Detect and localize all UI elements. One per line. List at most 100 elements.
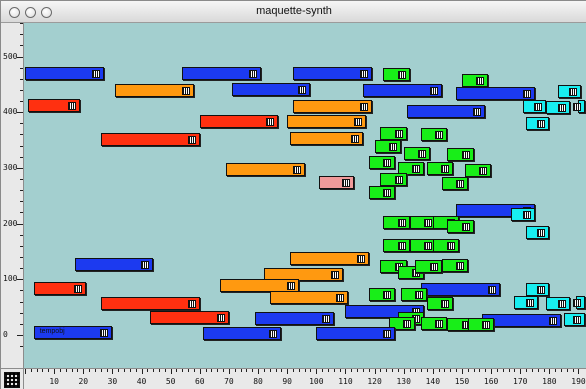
maquette-box-blue[interactable]: tempobj bbox=[33, 326, 113, 340]
box-handle-icon[interactable] bbox=[350, 135, 359, 144]
maquette-box-cyan[interactable] bbox=[572, 295, 585, 309]
box-handle-icon[interactable] bbox=[569, 88, 578, 97]
maquette-box-green[interactable] bbox=[461, 73, 489, 87]
box-handle-icon[interactable] bbox=[382, 330, 391, 339]
maquette-box-orange[interactable] bbox=[287, 114, 366, 128]
maquette-box-red[interactable] bbox=[150, 311, 229, 325]
box-handle-icon[interactable] bbox=[557, 299, 566, 308]
maquette-box-blue[interactable] bbox=[74, 257, 154, 271]
close-button[interactable] bbox=[9, 7, 20, 18]
maquette-box-green[interactable] bbox=[383, 216, 410, 230]
maquette-box-green[interactable] bbox=[441, 258, 468, 272]
maquette-box-green[interactable] bbox=[368, 287, 395, 301]
maquette-box-blue[interactable] bbox=[316, 327, 395, 341]
maquette-box-cyan[interactable] bbox=[563, 313, 585, 327]
grid-icon[interactable] bbox=[4, 372, 20, 388]
maquette-box-green[interactable] bbox=[441, 177, 468, 191]
maquette-box-red[interactable] bbox=[100, 297, 200, 311]
box-handle-icon[interactable] bbox=[429, 86, 438, 95]
maquette-box-blue[interactable] bbox=[231, 82, 311, 96]
box-handle-icon[interactable] bbox=[455, 261, 464, 270]
maquette-box-orange[interactable] bbox=[269, 291, 349, 305]
maquette-box-blue[interactable] bbox=[362, 83, 442, 97]
maquette-box-blue[interactable] bbox=[421, 283, 500, 297]
box-handle-icon[interactable] bbox=[187, 300, 196, 309]
box-handle-icon[interactable] bbox=[388, 143, 397, 152]
box-handle-icon[interactable] bbox=[557, 103, 566, 112]
maquette-box-green[interactable] bbox=[380, 126, 407, 140]
box-handle-icon[interactable] bbox=[286, 282, 295, 291]
maquette-box-cyan[interactable] bbox=[511, 208, 535, 222]
maquette-box-blue[interactable] bbox=[482, 313, 561, 327]
box-handle-icon[interactable] bbox=[525, 298, 534, 307]
maquette-box-orange[interactable] bbox=[292, 100, 372, 114]
box-handle-icon[interactable] bbox=[412, 164, 421, 173]
maquette-box-cyan[interactable] bbox=[526, 282, 550, 296]
box-handle-icon[interactable] bbox=[572, 103, 581, 112]
box-handle-icon[interactable] bbox=[476, 76, 485, 85]
maquette-box-orange[interactable] bbox=[225, 163, 305, 176]
box-handle-icon[interactable] bbox=[414, 291, 423, 300]
maquette-box-cyan[interactable] bbox=[526, 117, 550, 131]
box-handle-icon[interactable] bbox=[397, 241, 406, 250]
box-handle-icon[interactable] bbox=[397, 71, 406, 80]
box-handle-icon[interactable] bbox=[403, 319, 412, 328]
maquette-box-orange[interactable] bbox=[263, 268, 343, 282]
maquette-box-red[interactable] bbox=[199, 114, 279, 128]
box-handle-icon[interactable] bbox=[359, 103, 368, 112]
box-handle-icon[interactable] bbox=[74, 285, 83, 294]
maquette-box-cyan[interactable] bbox=[572, 100, 585, 114]
maquette-box-orange[interactable] bbox=[290, 252, 369, 266]
box-handle-icon[interactable] bbox=[435, 319, 444, 328]
box-handle-icon[interactable] bbox=[269, 330, 278, 339]
box-handle-icon[interactable] bbox=[423, 241, 432, 250]
box-handle-icon[interactable] bbox=[141, 260, 150, 269]
maquette-box-green[interactable] bbox=[447, 219, 474, 233]
maquette-box-green[interactable] bbox=[447, 147, 474, 161]
box-handle-icon[interactable] bbox=[397, 219, 406, 228]
maquette-box-green[interactable] bbox=[467, 317, 494, 331]
maquette-box-green[interactable] bbox=[426, 297, 454, 311]
maquette-box-blue[interactable] bbox=[202, 327, 282, 341]
maquette-box-blue[interactable] bbox=[292, 67, 372, 81]
maquette-box-blue[interactable] bbox=[255, 312, 334, 326]
box-handle-icon[interactable] bbox=[394, 129, 403, 138]
box-handle-icon[interactable] bbox=[100, 329, 109, 338]
maquette-box-cyan[interactable] bbox=[526, 225, 550, 239]
maquette-box-green[interactable] bbox=[368, 156, 395, 170]
box-handle-icon[interactable] bbox=[382, 290, 391, 299]
vertical-ruler[interactable]: 0 100 200 300 400 500 bbox=[1, 23, 24, 368]
box-handle-icon[interactable] bbox=[461, 150, 470, 159]
maquette-box-green[interactable] bbox=[421, 316, 448, 330]
box-handle-icon[interactable] bbox=[91, 70, 100, 79]
maquette-box-green[interactable] bbox=[368, 186, 395, 200]
maquette-box-red[interactable] bbox=[33, 282, 87, 296]
maquette-box-orange[interactable] bbox=[220, 279, 299, 293]
box-handle-icon[interactable] bbox=[336, 294, 345, 303]
box-handle-icon[interactable] bbox=[572, 316, 581, 325]
minimize-button[interactable] bbox=[25, 7, 36, 18]
maquette-canvas[interactable]: tempobj bbox=[24, 23, 586, 368]
maquette-box-green[interactable] bbox=[374, 140, 401, 154]
maquette-box-cyan[interactable] bbox=[514, 295, 538, 309]
maquette-box-green[interactable] bbox=[432, 238, 460, 252]
maquette-box-blue[interactable] bbox=[456, 87, 535, 101]
box-handle-icon[interactable] bbox=[455, 180, 464, 189]
maquette-box-cyan[interactable] bbox=[546, 296, 570, 310]
box-handle-icon[interactable] bbox=[266, 117, 275, 126]
zoom-button[interactable] bbox=[41, 7, 52, 18]
maquette-box-red[interactable] bbox=[100, 132, 200, 146]
maquette-box-green[interactable] bbox=[403, 146, 430, 160]
box-handle-icon[interactable] bbox=[441, 164, 450, 173]
box-handle-icon[interactable] bbox=[68, 101, 77, 110]
box-handle-icon[interactable] bbox=[487, 286, 496, 295]
box-handle-icon[interactable] bbox=[548, 316, 557, 325]
maquette-box-green[interactable] bbox=[383, 238, 410, 252]
maquette-box-pink[interactable] bbox=[319, 176, 355, 190]
box-handle-icon[interactable] bbox=[441, 300, 450, 309]
maquette-box-green[interactable] bbox=[383, 68, 410, 82]
box-handle-icon[interactable] bbox=[522, 90, 531, 99]
box-handle-icon[interactable] bbox=[248, 70, 257, 79]
box-handle-icon[interactable] bbox=[353, 117, 362, 126]
box-handle-icon[interactable] bbox=[537, 285, 546, 294]
